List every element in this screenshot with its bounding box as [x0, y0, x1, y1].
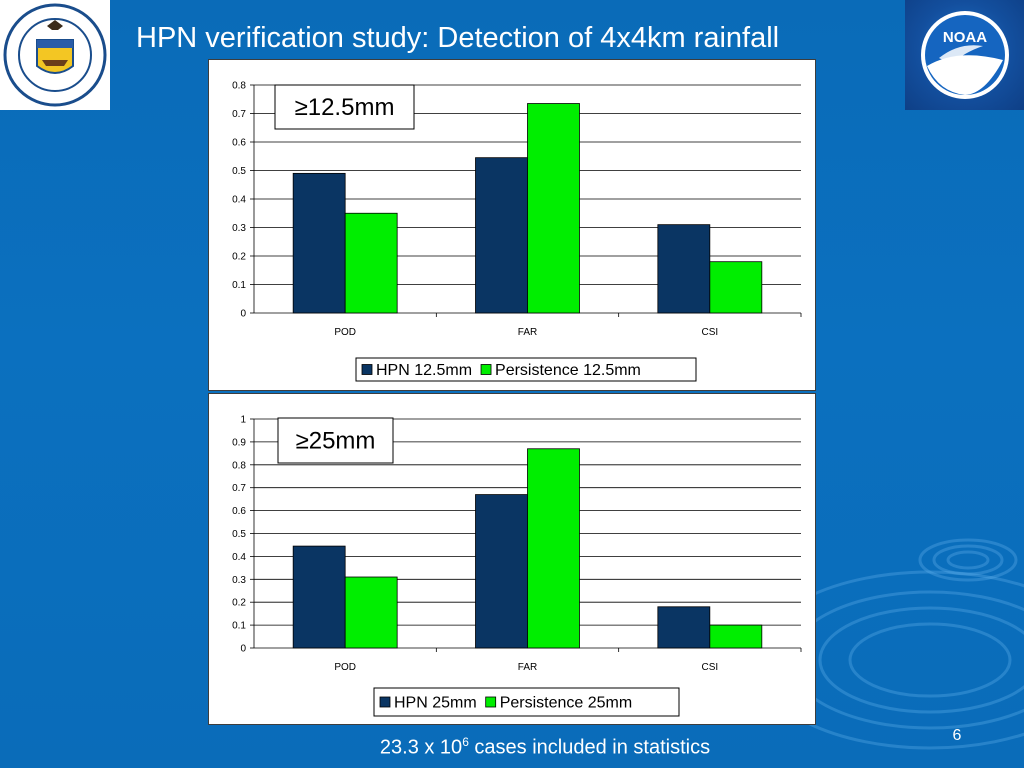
legend-label-1: HPN 25mm: [394, 695, 477, 712]
y-tick-label: 0.1: [232, 621, 246, 632]
y-tick-label: 0.1: [232, 280, 246, 291]
chart-panel-12-5mm: 0 0.1 0.2 0.3 0.4 0.5 0.6 0.7 0.8 POD FAR CSI ≥12.5m…: [208, 59, 816, 391]
y-tick-label: 0.5: [232, 529, 246, 540]
legend-label-1: HPN 12.5mm: [376, 362, 472, 379]
y-tick-label: 0.2: [232, 598, 246, 609]
noaa-logo-text: NOAA: [943, 29, 987, 46]
y-tick-label: 0.2: [232, 252, 246, 263]
y-tick-label: 0.4: [232, 195, 246, 206]
y-tick-label: 0.6: [232, 506, 246, 517]
legend-label-2: Persistence 25mm: [500, 695, 633, 712]
x-tick-label: CSI: [701, 662, 718, 673]
y-tick-label: 0.3: [232, 223, 246, 234]
bar-csi-series-2: [710, 262, 762, 313]
bar-pod-series-2: [345, 213, 397, 313]
chart-25mm: 0 0.1 0.2 0.3 0.4 0.5 0.6 0.7 0.8 0.9 1 POD FAR CSI ≥2…: [209, 394, 815, 724]
page-number: 6: [940, 727, 974, 745]
bar-csi-series-1: [658, 607, 710, 648]
slide-title: HPN verification study: Detection of 4x4…: [136, 22, 906, 55]
x-tick-label: POD: [334, 327, 356, 338]
chart-12-5mm: 0 0.1 0.2 0.3 0.4 0.5 0.6 0.7 0.8 POD FAR CSI ≥12.5m…: [209, 60, 815, 390]
bar-far-series-1: [476, 158, 528, 313]
annotation-label: ≥25mm: [296, 428, 376, 455]
y-tick-label: 0.8: [232, 460, 246, 471]
noaa-logo-icon: NOAA: [905, 0, 1024, 110]
y-tick-label: 0.5: [232, 166, 246, 177]
y-tick-label: 0: [240, 644, 246, 655]
y-tick-label: 0: [240, 309, 246, 320]
y-tick-label: 0.9: [232, 437, 246, 448]
y-tick-label: 1: [240, 415, 246, 426]
bar-far-series-1: [476, 495, 528, 648]
x-tick-label: CSI: [701, 327, 718, 338]
footer-rest: cases included in statistics: [469, 737, 710, 759]
department-of-commerce-seal: [0, 0, 110, 110]
bar-pod-series-1: [293, 173, 345, 313]
y-tick-label: 0.7: [232, 483, 246, 494]
legend-swatch-1: [380, 697, 390, 707]
noaa-logo: NOAA: [905, 0, 1024, 110]
y-tick-label: 0.4: [232, 552, 246, 563]
legend-swatch-2: [481, 365, 491, 375]
bar-pod-series-2: [345, 577, 397, 648]
y-tick-label: 0.6: [232, 138, 246, 149]
footer-note: 23.3 x 106 cases included in statistics: [300, 735, 790, 760]
bar-csi-series-1: [658, 225, 710, 313]
x-tick-label: FAR: [518, 327, 537, 338]
x-tick-label: POD: [334, 662, 356, 673]
bar-pod-series-1: [293, 546, 345, 648]
y-tick-label: 0.7: [232, 109, 246, 120]
department-of-commerce-seal-icon: [0, 0, 110, 110]
legend-label-2: Persistence 12.5mm: [495, 362, 641, 379]
y-tick-label: 0.8: [232, 81, 246, 92]
bar-csi-series-2: [710, 625, 762, 648]
legend-swatch-1: [362, 365, 372, 375]
y-tick-label: 0.3: [232, 575, 246, 586]
legend-swatch-2: [486, 697, 496, 707]
bar-far-series-2: [528, 449, 580, 648]
bar-far-series-2: [528, 104, 580, 313]
footer-main: 23.3 x 10: [380, 737, 462, 759]
footer-exponent: 6: [462, 735, 469, 749]
annotation-label: ≥12.5mm: [295, 94, 395, 121]
x-tick-label: FAR: [518, 662, 537, 673]
chart-panel-25mm: 0 0.1 0.2 0.3 0.4 0.5 0.6 0.7 0.8 0.9 1 POD FAR CSI ≥2…: [208, 393, 816, 725]
